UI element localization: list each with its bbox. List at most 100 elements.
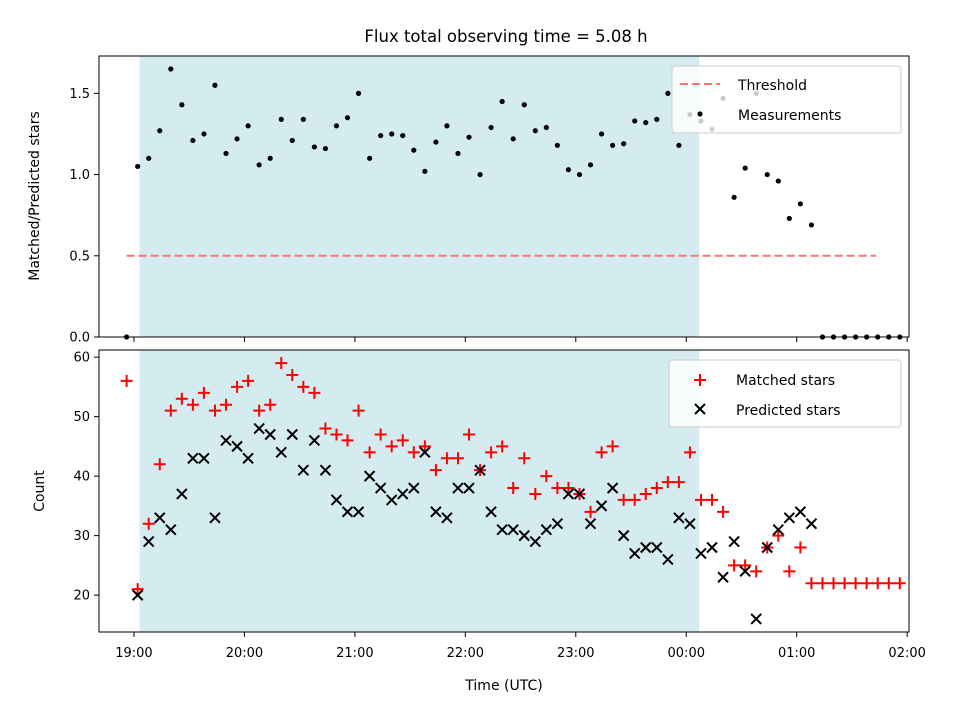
bottom-legend: Matched stars Predicted stars [668,359,902,428]
predicted-star-point [562,488,575,500]
predicted-star-point [584,518,597,530]
matched-star-point [838,577,851,590]
matched-star-point [661,476,674,489]
predicted-star-point [739,565,751,578]
measurement-point [367,155,373,161]
predicted-star-point [595,500,608,512]
top-legend-measurements-swatch [697,111,703,117]
top-legend-threshold-label: Threshold [737,78,807,94]
predicted-star-point [341,506,354,518]
bottom-plot-frame [98,349,910,633]
matched-star-point [540,470,553,483]
top-legend-measurements-label: Measurements [738,108,841,124]
matched-star-point [650,482,663,495]
bottom-y-tick-label: 40 [73,470,90,485]
predicted-star-point [308,434,321,447]
predicted-star-point [474,464,486,476]
matched-star-point [164,404,177,417]
measurement-point [654,116,660,122]
measurement-point [455,150,461,157]
measurement-point [344,115,351,121]
top-y-axis-label: Matched/Predicted stars [27,111,43,281]
predicted-star-point [253,422,265,435]
predicted-star-point [794,506,807,518]
measurement-point [400,132,406,139]
matched-star-point [529,487,542,500]
measurement-point [731,194,737,200]
matched-star-point [551,482,564,495]
predicted-star-point [529,535,542,548]
matched-star-point [628,493,641,506]
bottom-y-tick-label: 50 [73,410,90,425]
predicted-star-point [176,488,188,500]
x-tick-label: 19:00 [115,646,152,661]
predicted-star-point [419,446,431,459]
predicted-star-point [385,494,398,506]
measurement-point [212,82,218,88]
matched-star-point [330,428,343,441]
measurement-point [433,139,439,145]
bottom-shaded-span [139,350,700,632]
top-y-ticks: 0.0 0.5 1.0 1.5 [69,87,99,346]
measurement-point [499,98,505,105]
predicted-star-point [275,446,287,459]
predicted-star-point [286,428,299,441]
matched-star-point [208,404,221,417]
measurement-point [223,150,229,157]
matched-star-point [120,374,133,387]
measurement-point [665,90,671,96]
predicted-star-point [374,482,387,494]
predicted-star-point [142,535,155,548]
matched-star-point [253,404,266,417]
measurement-point [322,145,329,152]
predicted-star-point [430,506,442,518]
measurement-point [300,116,306,122]
matched-star-point [595,446,608,459]
matched-star-point [507,482,520,495]
predicted-star-point [165,523,177,536]
matched-star-point [683,446,696,459]
predicted-star-point [684,518,696,530]
top-legend: Threshold Measurements [671,65,902,134]
predicted-star-point [187,452,199,464]
measurement-point [146,155,152,161]
matched-star-point [418,440,431,453]
matched-star-point [706,493,719,506]
predicted-star-point [551,518,564,530]
matched-star-point [429,464,442,477]
matched-star-point [275,357,288,370]
matched-star-point [231,380,244,393]
bottom-y-tick-label: 60 [73,351,90,366]
predicted-star-point [695,547,707,560]
matched-star-point [871,577,884,590]
bottom-x-ticks: 19:00 20:00 21:00 22:00 23:00 00:00 01:00 02:00 [115,632,926,661]
x-tick-label: 02:00 [888,646,925,661]
matched-star-point [352,404,365,417]
measurement-point [488,124,494,131]
top-shaded-span [139,56,700,337]
x-tick-label: 00:00 [668,646,705,661]
predicted-star-point [673,512,685,524]
matched-star-point [463,428,476,441]
measurement-point [543,124,549,131]
measurement-point [422,168,428,174]
matched-star-point [142,517,155,530]
matched-star-point [297,380,310,393]
predicted-star-point [651,541,663,554]
matched-star-point [750,565,763,578]
predicted-star-point [496,523,508,536]
measurement-point [168,66,174,72]
matched-star-point [893,577,906,590]
measurement-point [554,142,560,148]
predicted-star-point [728,535,740,548]
predicted-star-point [242,452,254,464]
predicted-star-point [463,482,475,494]
chart-title: Flux total observing time = 5.08 h [364,27,647,46]
measurement-point [466,134,472,140]
measurement-point [411,147,417,153]
measurement-point [610,142,616,148]
top-legend-frame [671,65,902,134]
measurement-point [190,137,196,144]
top-y-tick-label: 1.5 [69,87,90,102]
